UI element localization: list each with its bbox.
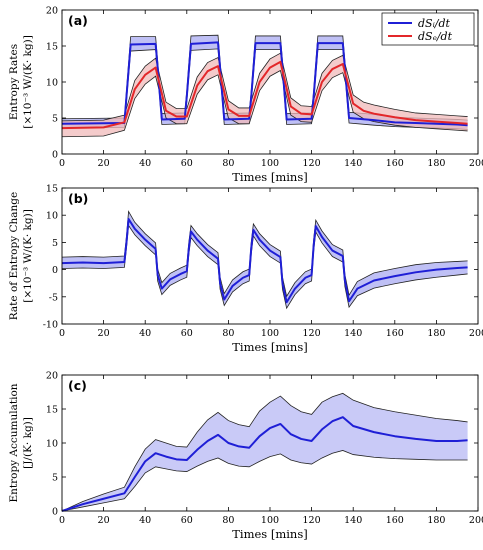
legend-label-1: dSₑ/dt bbox=[418, 30, 453, 43]
x-tick-label: 80 bbox=[222, 328, 234, 339]
x-tick-label: 0 bbox=[59, 158, 65, 169]
x-tick-label: 0 bbox=[59, 515, 65, 526]
series-line-0 bbox=[61, 41, 468, 127]
x-tick-label: 60 bbox=[181, 328, 193, 339]
panel-tag: (c) bbox=[68, 378, 87, 393]
y-tick-label: 5 bbox=[52, 473, 58, 484]
y-axis-label: Entropy Accumulation bbox=[8, 383, 20, 502]
x-tick-label: 100 bbox=[261, 328, 279, 339]
x-tick-label: 100 bbox=[261, 158, 279, 169]
y-axis-label-units: [×10⁻³ W/(K· kg)] bbox=[22, 209, 34, 303]
x-tick-label: 180 bbox=[427, 328, 445, 339]
x-tick-label: 160 bbox=[386, 515, 404, 526]
x-tick-label: 40 bbox=[139, 158, 151, 169]
y-tick-label: 20 bbox=[46, 371, 58, 382]
y-tick-label: 20 bbox=[46, 6, 58, 17]
x-axis-label: Times [mins] bbox=[232, 527, 307, 541]
legend-box bbox=[381, 12, 475, 46]
series-line-0 bbox=[61, 416, 468, 512]
x-tick-label: 140 bbox=[344, 328, 362, 339]
x-tick-label: 100 bbox=[261, 515, 279, 526]
x-tick-label: 20 bbox=[98, 328, 110, 339]
y-tick-label: 5 bbox=[52, 238, 58, 249]
x-axis-label: Times [mins] bbox=[232, 340, 307, 354]
y-tick-label: 0 bbox=[52, 150, 58, 161]
y-tick-label: 15 bbox=[46, 184, 58, 195]
x-tick-label: 60 bbox=[181, 158, 193, 169]
confidence-band-0 bbox=[62, 393, 468, 511]
panel-tag: (b) bbox=[68, 191, 88, 206]
y-tick-label: 10 bbox=[46, 439, 58, 450]
x-tick-label: 180 bbox=[427, 515, 445, 526]
x-tick-label: 120 bbox=[303, 158, 321, 169]
panel-c: 0 20 40 60 80 100 120 140 160 180 200 0 5 10 15 20 Times… bbox=[8, 371, 483, 542]
confidence-band-1 bbox=[62, 53, 468, 137]
band-lower-edge-1 bbox=[61, 69, 468, 138]
x-tick-label: 160 bbox=[386, 158, 404, 169]
x-tick-label: 40 bbox=[139, 328, 151, 339]
panel-tag: (a) bbox=[68, 13, 88, 28]
x-tick-label: 80 bbox=[222, 515, 234, 526]
x-tick-label: 120 bbox=[303, 515, 321, 526]
y-axis-label: Entropy Rates bbox=[8, 44, 20, 120]
x-tick-label: 140 bbox=[344, 515, 362, 526]
panel-b: 0 20 40 60 80 100 120 140 160 180 200 -10 -5 0 5 10 15 Ti… bbox=[8, 184, 483, 355]
y-axis-label: Rate of Entropy Change bbox=[8, 192, 20, 320]
y-tick-label: 10 bbox=[46, 211, 58, 222]
x-tick-label: 0 bbox=[59, 328, 65, 339]
x-tick-label: 60 bbox=[181, 515, 193, 526]
y-tick-label: 10 bbox=[46, 78, 58, 89]
y-tick-label: -10 bbox=[43, 320, 58, 331]
x-tick-label: 200 bbox=[469, 158, 483, 169]
x-tick-label: 80 bbox=[222, 158, 234, 169]
x-tick-label: 140 bbox=[344, 158, 362, 169]
y-tick-label: 15 bbox=[46, 405, 58, 416]
y-tick-label: 0 bbox=[52, 507, 58, 518]
y-tick-label: -5 bbox=[49, 292, 58, 303]
panel-a: 0 20 40 60 80 100 120 140 160 180 200 0 5 10 15 20 Times… bbox=[8, 6, 483, 185]
y-tick-label: 5 bbox=[52, 114, 58, 125]
band-upper-edge-0 bbox=[61, 392, 468, 512]
legend-label-0: dSᵢ/dt bbox=[418, 17, 451, 30]
x-tick-label: 20 bbox=[98, 515, 110, 526]
x-tick-label: 120 bbox=[303, 328, 321, 339]
x-tick-label: 40 bbox=[139, 515, 151, 526]
x-tick-label: 180 bbox=[427, 158, 445, 169]
x-axis-label: Times [mins] bbox=[232, 170, 307, 184]
series-line-1 bbox=[61, 60, 468, 130]
y-tick-label: 0 bbox=[52, 265, 58, 276]
x-tick-label: 200 bbox=[469, 515, 483, 526]
y-tick-label: 15 bbox=[46, 42, 58, 53]
series-line-0 bbox=[61, 218, 468, 304]
x-tick-label: 20 bbox=[98, 158, 110, 169]
y-axis-label-units: [J/(K· kg)] bbox=[22, 417, 34, 469]
y-axis-label-units: [×10⁻³ W/(K· kg)] bbox=[22, 35, 34, 129]
x-tick-label: 160 bbox=[386, 328, 404, 339]
x-tick-label: 200 bbox=[469, 328, 483, 339]
band-lower-edge-0 bbox=[61, 450, 468, 512]
